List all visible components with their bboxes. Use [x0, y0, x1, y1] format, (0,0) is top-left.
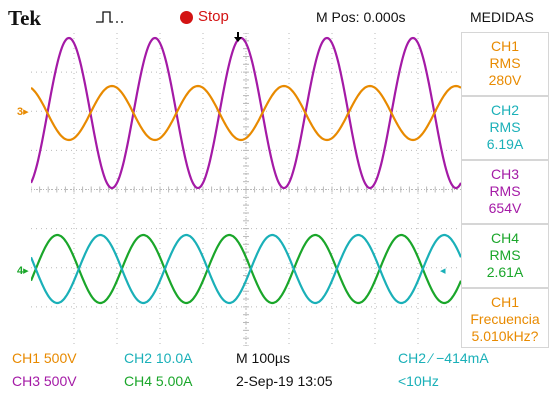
- measurement-channel: CH4: [490, 230, 519, 246]
- ch4-trace: [29, 233, 463, 305]
- measurement-type: RMS: [489, 183, 521, 199]
- ch3-marker-label: 3: [17, 106, 24, 118]
- measurement-ch1-rms[interactable]: CH1 RMS 280V: [461, 32, 549, 96]
- measurement-ch2-rms[interactable]: CH2 RMS 6.19A: [461, 96, 549, 160]
- measurement-type: RMS: [489, 247, 521, 263]
- horizontal-position: M Pos: 0.000s: [316, 9, 406, 25]
- waveform-display: [29, 32, 463, 347]
- run-state: Stop: [198, 8, 229, 25]
- measurement-value: 280V: [488, 72, 522, 88]
- ch3-trace: [29, 36, 462, 190]
- ch2-trace: [29, 233, 463, 305]
- measurement-channel: CH1: [490, 38, 519, 54]
- ch3-ground-marker: 3▸: [17, 106, 29, 118]
- ch3-scale: CH3 500V: [12, 373, 77, 389]
- ch4-scale: CH4 5.00A: [124, 373, 193, 389]
- measurement-ch1-frequency[interactable]: CH1 Frecuencia 5.010kHz?: [461, 288, 549, 348]
- measurements-title: MEDIDAS: [470, 9, 534, 25]
- trigger-level: CH2 ∕ −414mA: [398, 350, 489, 366]
- measurement-value: 654V: [488, 200, 522, 216]
- measurement-type: RMS: [489, 119, 521, 135]
- ch1-trace: [30, 84, 462, 142]
- brand-logo: Tek: [8, 6, 42, 30]
- ch2-offset-marker: ◂: [440, 265, 446, 277]
- measurement-type: Frecuencia: [470, 311, 540, 327]
- timebase: M 100µs: [236, 350, 290, 366]
- measurement-channel: CH2: [490, 102, 519, 118]
- measurement-ch4-rms[interactable]: CH4 RMS 2.61A: [461, 224, 549, 288]
- top-bar: Tek Stop M Pos: 0.000s MEDIDAS: [0, 0, 550, 34]
- down-arrow-icon: [234, 32, 242, 42]
- ch4-ground-marker: 4▸: [17, 265, 29, 277]
- ch4-marker-label: 4: [17, 265, 24, 277]
- ch2-scale: CH2 10.0A: [124, 350, 193, 366]
- oscilloscope-graticule: [29, 32, 463, 347]
- measurement-type: RMS: [489, 55, 521, 71]
- measurement-channel: CH1: [490, 294, 519, 310]
- measurement-value: 6.19A: [486, 136, 524, 152]
- measurements-panel: CH1 RMS 280V CH2 RMS 6.19A CH3 RMS 654V …: [461, 32, 549, 348]
- measurement-channel: CH3: [490, 166, 519, 182]
- measurement-value: 5.010kHz?: [471, 328, 539, 344]
- date-time: 2-Sep-19 13:05: [236, 373, 333, 389]
- pulse-waveform-icon: [96, 11, 123, 23]
- measurement-value: 2.61A: [486, 264, 524, 280]
- measurement-ch3-rms[interactable]: CH3 RMS 654V: [461, 160, 549, 224]
- trigger-frequency: <10Hz: [398, 373, 439, 389]
- status-bar: CH1 500V CH3 500V CH2 10.0A CH4 5.00A M …: [0, 346, 550, 404]
- stop-dot-icon: [180, 11, 193, 24]
- ch1-scale: CH1 500V: [12, 350, 77, 366]
